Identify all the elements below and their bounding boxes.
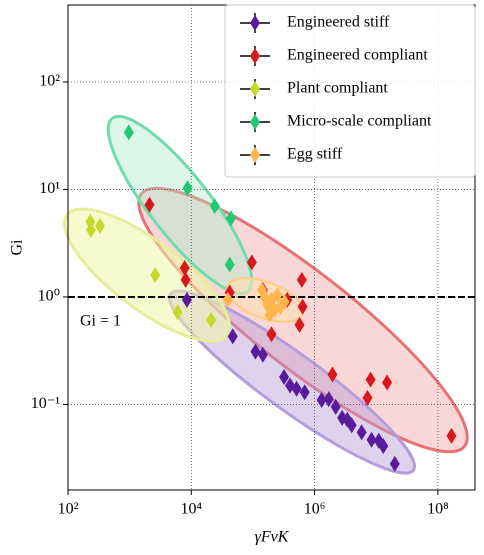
point — [264, 306, 275, 323]
legend-label: Micro-scale compliant — [287, 113, 432, 130]
point — [362, 389, 373, 406]
point — [123, 124, 134, 141]
point — [182, 180, 193, 197]
point — [389, 455, 400, 472]
legend-label: Engineered compliant — [287, 47, 428, 64]
point — [222, 291, 233, 308]
point — [382, 374, 393, 391]
x-tick-label: 10⁶ — [304, 501, 326, 518]
y-axis-label: Gi — [9, 239, 26, 256]
point — [181, 291, 192, 308]
point — [327, 366, 338, 383]
point — [179, 259, 190, 276]
x-tick-label: 10⁴ — [181, 501, 203, 518]
x-tick-label: 10² — [58, 501, 79, 518]
legend-marker — [250, 48, 260, 64]
point — [378, 438, 389, 455]
point — [346, 417, 357, 434]
y-tick-label: 10⁻¹ — [31, 395, 60, 412]
reference-label: Gi = 1 — [80, 313, 121, 330]
legend-label: Engineered stiff — [287, 14, 390, 31]
point — [316, 391, 327, 408]
point — [294, 316, 305, 333]
legend-marker — [250, 114, 260, 130]
point — [297, 298, 308, 315]
point — [356, 424, 367, 441]
point — [366, 431, 377, 448]
ellipse — [63, 207, 231, 343]
x-tick-label: 10⁸ — [427, 501, 449, 518]
legend-label: Egg stiff — [287, 146, 343, 163]
point — [150, 267, 161, 284]
point — [266, 326, 277, 343]
x-axis-label: γFvK — [255, 529, 290, 546]
legend-box — [224, 4, 476, 178]
y-tick-label: 10¹ — [39, 180, 60, 197]
point — [227, 328, 238, 345]
point — [172, 304, 183, 321]
point — [330, 398, 341, 415]
point — [144, 196, 155, 213]
legend-marker — [250, 147, 260, 163]
point — [279, 369, 290, 386]
point — [94, 217, 105, 234]
point — [250, 343, 261, 360]
point — [246, 254, 257, 271]
point — [224, 256, 235, 273]
point — [299, 384, 310, 401]
point — [180, 271, 191, 288]
point — [206, 312, 217, 329]
y-tick-label: 10² — [39, 73, 60, 90]
legend-marker — [250, 81, 260, 97]
point — [225, 210, 236, 227]
point — [272, 287, 283, 304]
point — [257, 346, 268, 363]
point — [323, 391, 334, 408]
y-tick-label: 10⁰ — [38, 288, 60, 305]
point — [365, 371, 376, 388]
point — [209, 198, 220, 215]
point — [279, 293, 290, 310]
point — [85, 221, 96, 238]
legend-marker — [250, 15, 260, 31]
legend-label: Plant compliant — [287, 80, 388, 97]
point — [446, 427, 457, 444]
point — [296, 271, 307, 288]
point — [291, 380, 302, 397]
